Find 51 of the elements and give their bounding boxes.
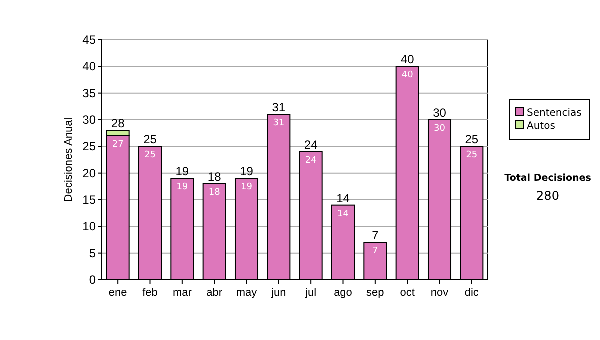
data-label: 18 bbox=[208, 188, 221, 198]
y-tick-label: 15 bbox=[82, 193, 96, 207]
total-label: 24 bbox=[304, 138, 318, 152]
y-axis-title: Decisiones Anual bbox=[63, 118, 75, 202]
x-tick-label: sep bbox=[366, 287, 384, 299]
y-tick-label: 40 bbox=[82, 60, 96, 74]
x-tick-label: ene bbox=[108, 287, 128, 299]
x-tick-label: ago bbox=[334, 287, 352, 299]
x-tick-label: nov bbox=[430, 287, 450, 299]
total-label: 31 bbox=[272, 100, 286, 115]
data-label: 40 bbox=[402, 70, 414, 81]
data-label: 31 bbox=[273, 118, 285, 129]
total-label: 14 bbox=[336, 191, 350, 206]
y-tick-label: 35 bbox=[82, 86, 96, 100]
data-label: 30 bbox=[434, 124, 446, 134]
x-tick-label: oct bbox=[400, 287, 415, 299]
total-label: 7 bbox=[372, 228, 380, 243]
legend-label: Sentencias bbox=[527, 108, 582, 119]
data-label: 14 bbox=[338, 209, 350, 220]
x-tick-label: jun bbox=[270, 287, 286, 299]
data-label: 19 bbox=[241, 182, 253, 193]
x-tick-label: dic bbox=[464, 287, 480, 299]
y-tick-label: 0 bbox=[89, 273, 96, 287]
total-label: 18 bbox=[208, 170, 222, 184]
total-label: 19 bbox=[176, 164, 190, 179]
x-tick-label: abr bbox=[206, 287, 223, 299]
data-label: 27 bbox=[112, 140, 124, 150]
total-label: 25 bbox=[465, 132, 479, 147]
x-tick-label: feb bbox=[142, 287, 158, 299]
y-tick-label: 30 bbox=[82, 113, 96, 127]
data-label: 25 bbox=[144, 150, 156, 161]
x-tick-label: may bbox=[236, 287, 258, 299]
text: Total Decisiones bbox=[504, 173, 592, 184]
y-tick-label: 10 bbox=[82, 220, 96, 234]
text: 280 bbox=[536, 189, 560, 203]
y-tick-label: 5 bbox=[89, 246, 96, 260]
y-tick-label: 20 bbox=[82, 166, 96, 180]
y-tick-label: 45 bbox=[82, 33, 96, 47]
legend-label: Autos bbox=[527, 121, 556, 132]
total-label: 28 bbox=[111, 116, 126, 131]
data-label: 24 bbox=[305, 156, 318, 166]
total-label: 25 bbox=[144, 132, 158, 147]
total-label: 19 bbox=[240, 164, 254, 179]
total-label: 30 bbox=[433, 106, 447, 120]
data-label: 7 bbox=[372, 246, 378, 257]
data-label: 25 bbox=[466, 150, 478, 161]
data-label: 19 bbox=[176, 182, 188, 193]
x-tick-label: jul bbox=[304, 287, 317, 299]
y-tick-label: 25 bbox=[82, 140, 96, 154]
total-label: 40 bbox=[400, 52, 415, 67]
x-tick-label: mar bbox=[172, 287, 192, 299]
